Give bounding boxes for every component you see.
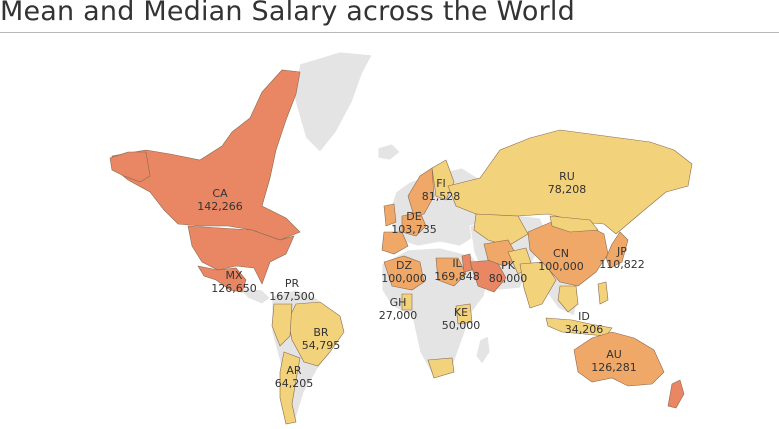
label-ke: KE 50,000 xyxy=(441,306,481,332)
country-dz xyxy=(383,255,425,291)
label-mx: MX 126,650 xyxy=(211,269,257,295)
label-ar: AR 64,205 xyxy=(274,364,314,390)
title-divider xyxy=(0,32,779,33)
country-eg xyxy=(435,257,467,287)
label-br: BR 54,795 xyxy=(301,326,341,352)
country-mn xyxy=(549,215,599,233)
country-au xyxy=(573,331,665,387)
label-ru: RU 78,208 xyxy=(547,170,587,196)
label-il: IL 169,848 xyxy=(434,257,480,283)
label-fi: FI 81,528 xyxy=(421,177,461,203)
country-ir xyxy=(483,239,519,267)
country-jp xyxy=(605,231,629,269)
label-au: AU 126,281 xyxy=(591,348,637,374)
country-nz xyxy=(667,379,685,409)
label-jp: JP 110,822 xyxy=(599,245,645,271)
label-pk: PK 80,000 xyxy=(488,259,528,285)
label-ca: CA 142,266 xyxy=(197,187,243,213)
country-sa-other xyxy=(271,303,293,347)
country-ca xyxy=(111,69,301,241)
label-dz: DZ 100,000 xyxy=(381,259,427,285)
country-ph xyxy=(597,281,609,305)
country-de xyxy=(401,211,427,237)
country-shapes[interactable] xyxy=(109,69,693,425)
label-pr: PR 167,500 xyxy=(269,277,315,303)
country-gh xyxy=(401,293,413,311)
country-il xyxy=(461,253,473,273)
label-cn: CN 100,000 xyxy=(538,247,584,273)
country-sea xyxy=(557,285,579,313)
country-gb xyxy=(383,203,397,227)
country-za xyxy=(427,357,455,379)
page-title: Mean and Median Salary across the World xyxy=(0,0,575,27)
country-fr-es xyxy=(381,231,409,255)
country-us-alaska xyxy=(109,151,151,183)
country-mx xyxy=(197,265,247,293)
label-gh: GH 27,000 xyxy=(378,296,418,322)
country-ar xyxy=(279,351,301,425)
label-de: DE 103,735 xyxy=(391,210,437,236)
country-ke xyxy=(455,303,473,325)
label-id: ID 34,206 xyxy=(564,310,604,336)
country-us xyxy=(187,225,295,285)
